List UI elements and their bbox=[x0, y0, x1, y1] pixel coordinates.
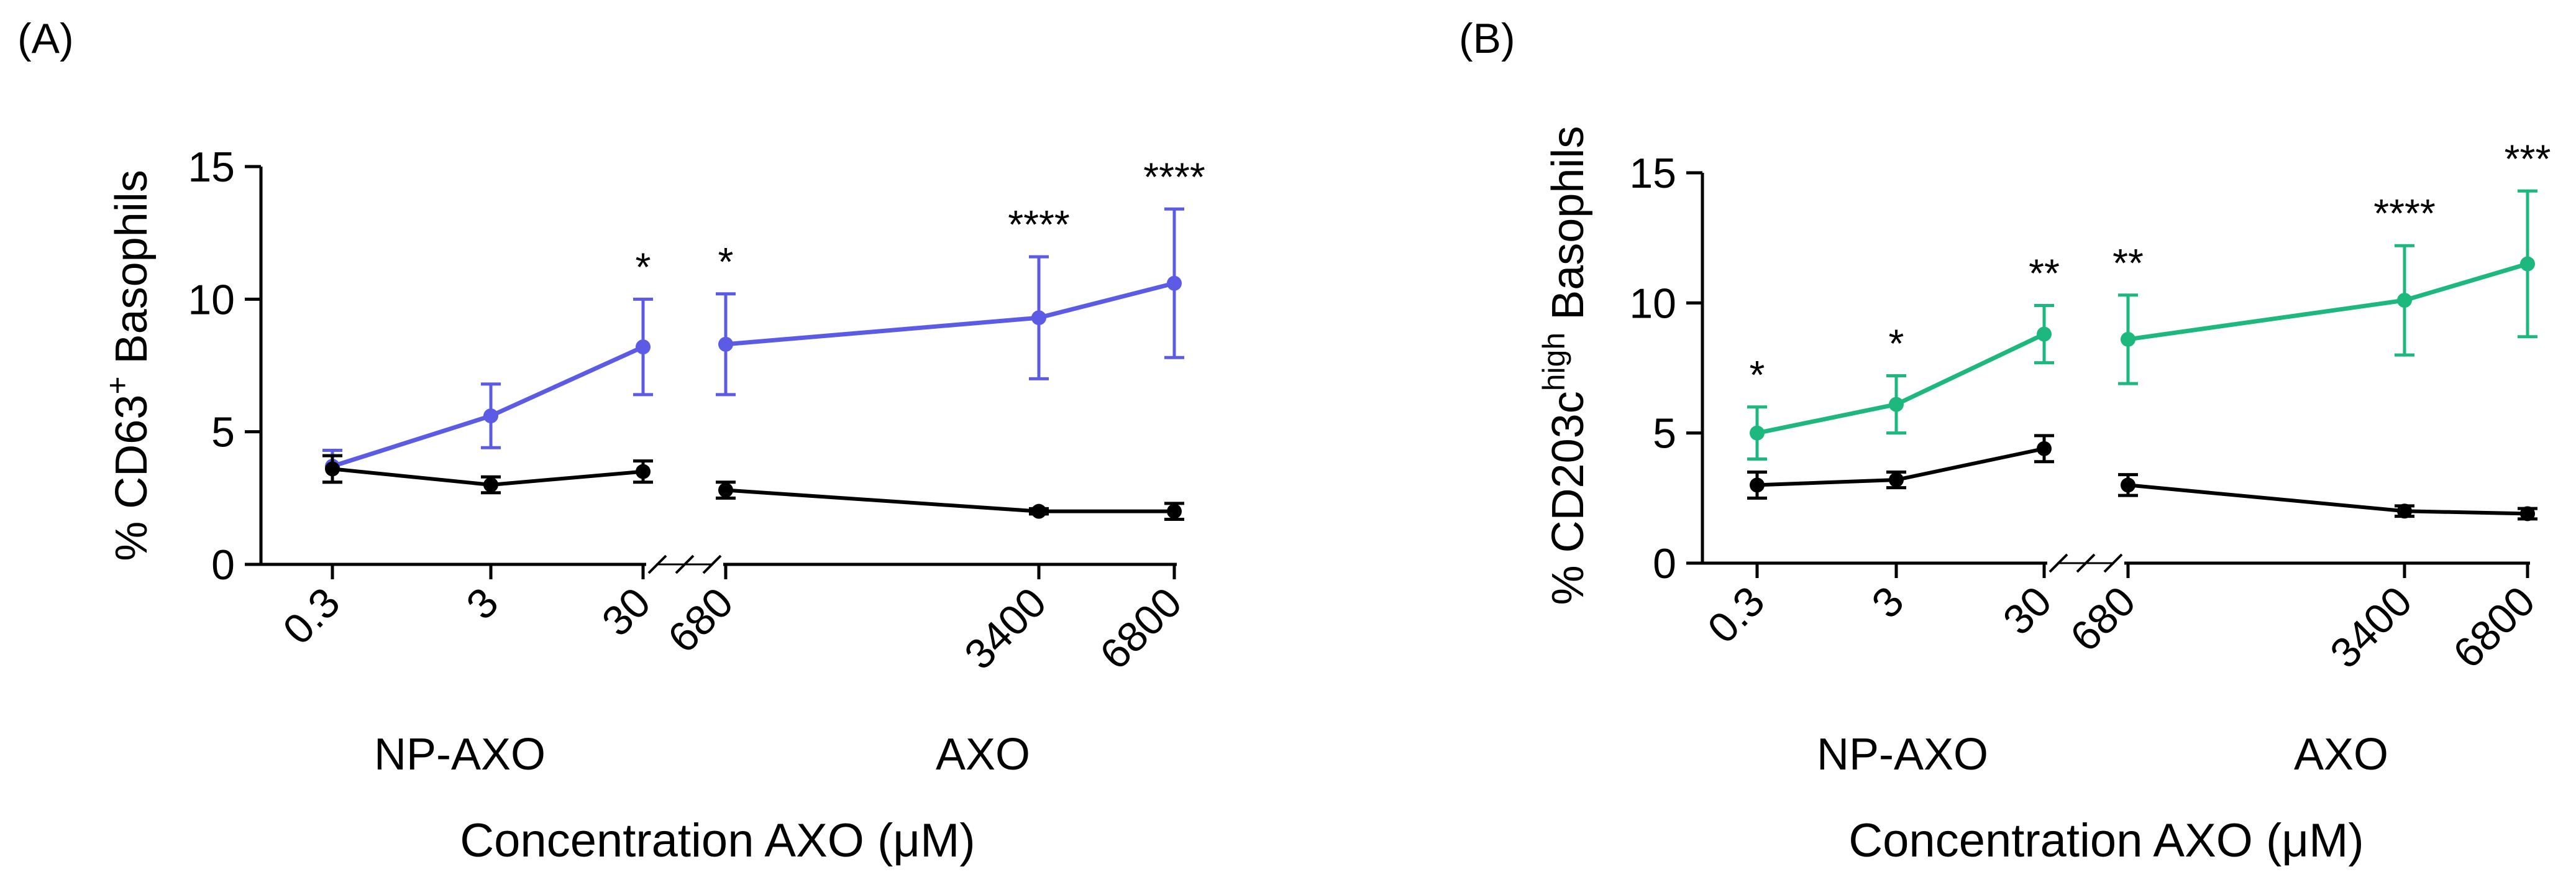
x-tick-label: 680 bbox=[659, 579, 742, 662]
x-tick-label: 30 bbox=[1994, 577, 2060, 644]
group-label-axo: AXO bbox=[936, 730, 1030, 779]
y-tick-label: 10 bbox=[1629, 280, 1676, 327]
x-tick-label: 680 bbox=[2062, 577, 2145, 661]
group-label-np-axo: NP-AXO bbox=[1817, 730, 1988, 779]
x-tick-label: 6800 bbox=[1091, 579, 1191, 679]
data-point-treated bbox=[483, 408, 498, 424]
significance-marker: *** bbox=[2505, 136, 2551, 181]
data-point-control bbox=[1889, 472, 1904, 488]
data-point-control bbox=[2121, 477, 2135, 493]
chart-panel-a: (A) 0 5 10 15 % CD63+ Basophils 0.3 3 30 680 3400 6… bbox=[17, 15, 1205, 867]
significance-marker: **** bbox=[2373, 191, 2436, 236]
x-tick-label: 3400 bbox=[2321, 577, 2421, 678]
panel-label: (A) bbox=[17, 15, 74, 62]
y-axis-title: % CD63+ Basophils bbox=[100, 170, 157, 561]
panel-label: (B) bbox=[1459, 15, 1515, 62]
y-axis-title-superscript: high bbox=[1537, 333, 1571, 392]
x-axis-break-mark bbox=[2076, 553, 2096, 573]
data-point-treated bbox=[2520, 256, 2535, 272]
x-axis-break-mark bbox=[647, 554, 667, 574]
significance-marker: * bbox=[1750, 352, 1765, 397]
data-point-control bbox=[2520, 506, 2535, 521]
y-axis-title: % CD203chigh Basophils bbox=[1537, 126, 1593, 605]
significance-marker: **** bbox=[1008, 202, 1070, 247]
data-point-control bbox=[718, 482, 733, 498]
data-point-control bbox=[1167, 503, 1182, 519]
data-point-treated bbox=[718, 336, 733, 352]
y-tick-label: 15 bbox=[188, 144, 235, 191]
x-axis-break-mark bbox=[2048, 553, 2068, 573]
y-axis-title-rest: Basophils bbox=[1543, 126, 1593, 333]
x-tick-label: 3 bbox=[457, 579, 507, 628]
x-axis-break-mark bbox=[2103, 553, 2123, 573]
data-point-treated bbox=[1031, 310, 1046, 326]
data-point-control bbox=[325, 461, 340, 477]
significance-marker: * bbox=[1889, 321, 1904, 366]
data-point-treated bbox=[2121, 331, 2135, 347]
y-tick-label: 0 bbox=[211, 541, 235, 589]
x-tick-label: 0.3 bbox=[1699, 577, 1774, 653]
data-point-control bbox=[2037, 441, 2052, 456]
data-point-treated bbox=[1889, 397, 1904, 412]
y-axis-title-rest: Basophils bbox=[107, 170, 157, 376]
x-axis-title: Concentration AXO (μM) bbox=[460, 814, 975, 867]
y-axis-title-main: % CD203c bbox=[1543, 391, 1593, 605]
data-point-control bbox=[1750, 477, 1765, 493]
group-label-np-axo: NP-AXO bbox=[374, 730, 546, 779]
significance-marker: * bbox=[636, 244, 651, 289]
x-axis-break-mark bbox=[702, 554, 722, 574]
series-line-control-axo bbox=[2127, 483, 2528, 516]
y-axis-title-main: % CD63 bbox=[107, 395, 157, 561]
y-axis-title-superscript: + bbox=[100, 376, 135, 394]
significance-marker: ** bbox=[2029, 251, 2060, 296]
data-point-treated bbox=[1167, 275, 1182, 291]
y-tick-label: 5 bbox=[211, 409, 235, 456]
significance-marker: **** bbox=[1143, 154, 1205, 199]
x-tick-label: 30 bbox=[593, 579, 659, 645]
significance-marker: ** bbox=[2112, 241, 2144, 285]
data-point-treated bbox=[1750, 425, 1765, 441]
series-line-treated-axo bbox=[725, 281, 1175, 347]
x-tick-label: 3400 bbox=[956, 579, 1056, 679]
data-point-control bbox=[636, 464, 651, 479]
x-axis-title: Concentration AXO (μM) bbox=[1848, 814, 2364, 867]
x-tick-label: 0.3 bbox=[274, 579, 349, 654]
data-point-treated bbox=[2037, 326, 2052, 342]
x-axis-break-mark bbox=[675, 554, 695, 574]
x-tick-label: 6800 bbox=[2444, 577, 2544, 678]
series-line-control-axo bbox=[725, 488, 1174, 513]
data-point-treated bbox=[2397, 293, 2412, 308]
data-point-control bbox=[2397, 503, 2412, 519]
series-line-treated-axo bbox=[2127, 262, 2528, 342]
x-tick-label: 3 bbox=[1863, 577, 1912, 627]
data-point-control bbox=[483, 477, 498, 492]
y-tick-label: 5 bbox=[1653, 410, 1676, 457]
y-tick-label: 0 bbox=[1653, 540, 1676, 587]
y-tick-label: 15 bbox=[1629, 150, 1676, 197]
significance-marker: * bbox=[718, 239, 734, 284]
data-point-control bbox=[1031, 503, 1046, 519]
data-point-treated bbox=[636, 339, 651, 355]
group-label-axo: AXO bbox=[2294, 730, 2388, 779]
y-tick-label: 10 bbox=[188, 276, 235, 323]
